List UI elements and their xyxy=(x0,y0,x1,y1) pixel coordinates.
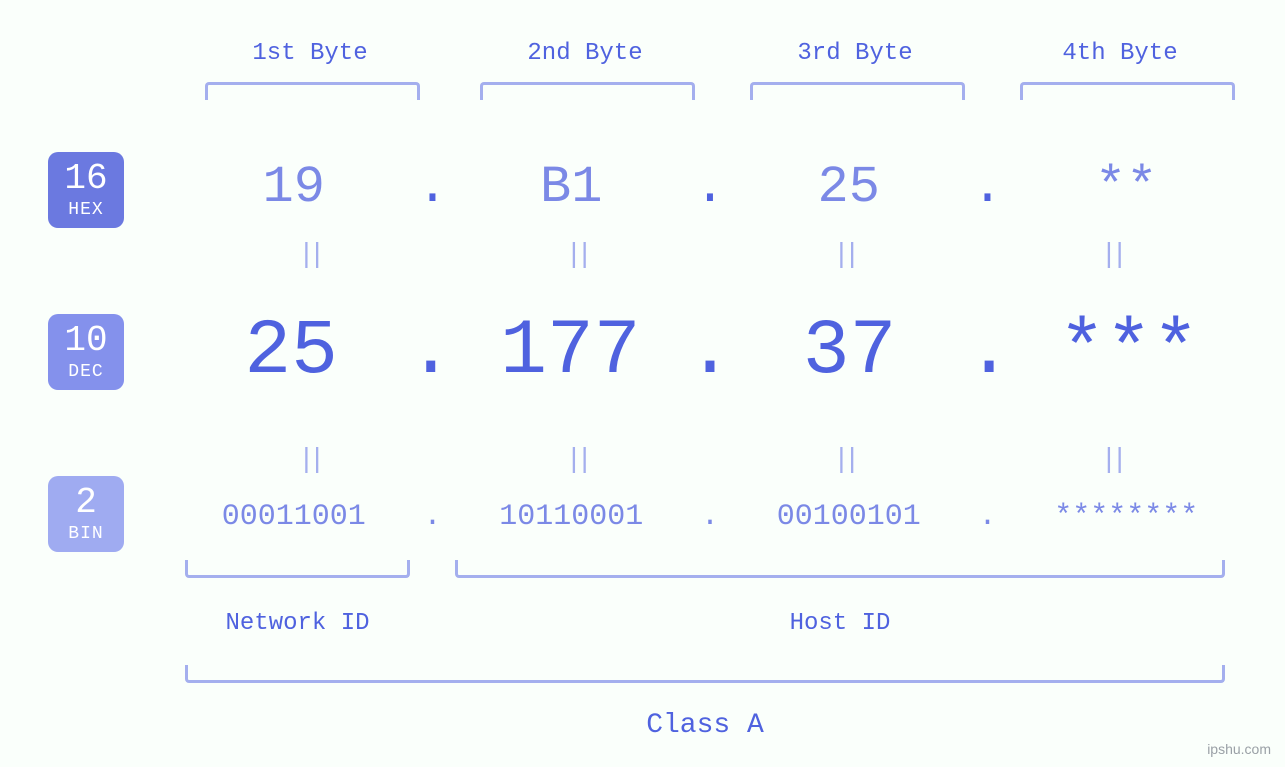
bin-byte-4: ******** xyxy=(1008,500,1246,534)
hex-byte-4: ** xyxy=(1008,158,1246,217)
equals-icon: || xyxy=(443,240,711,271)
network-id-label: Network ID xyxy=(185,610,410,637)
equals-icon: || xyxy=(175,445,443,476)
equals-dec-bin: || || || || xyxy=(175,445,1245,476)
bin-dot-2: . xyxy=(690,500,730,534)
bin-dot-1: . xyxy=(413,500,453,534)
hex-byte-1: 19 xyxy=(175,158,413,217)
dec-byte-3: 37 xyxy=(733,308,965,396)
host-id-label: Host ID xyxy=(455,610,1225,637)
class-bracket xyxy=(185,665,1225,683)
bin-badge-num: 2 xyxy=(75,485,97,521)
bin-badge: 2 BIN xyxy=(48,476,124,552)
bin-row: 00011001 . 10110001 . 00100101 . *******… xyxy=(175,500,1245,534)
hex-badge-lbl: HEX xyxy=(68,201,103,219)
dec-badge-lbl: DEC xyxy=(68,363,103,381)
bin-byte-3: 00100101 xyxy=(730,500,968,534)
bin-byte-2: 10110001 xyxy=(453,500,691,534)
byte-bracket-3 xyxy=(750,82,965,100)
equals-icon: || xyxy=(978,445,1246,476)
dec-dot-3: . xyxy=(966,308,1013,396)
watermark: ipshu.com xyxy=(1207,741,1271,757)
hex-row: 19 . B1 . 25 . ** xyxy=(175,158,1245,217)
byte-header-2: 2nd Byte xyxy=(485,40,685,67)
dec-row: 25 . 177 . 37 . *** xyxy=(175,308,1245,396)
equals-icon: || xyxy=(978,240,1246,271)
bin-dot-3: . xyxy=(968,500,1008,534)
dec-byte-2: 177 xyxy=(454,308,686,396)
hex-byte-3: 25 xyxy=(730,158,968,217)
equals-hex-dec: || || || || xyxy=(175,240,1245,271)
dec-badge: 10 DEC xyxy=(48,314,124,390)
bin-badge-lbl: BIN xyxy=(68,525,103,543)
equals-icon: || xyxy=(175,240,443,271)
hex-badge-num: 16 xyxy=(64,161,107,197)
dec-badge-num: 10 xyxy=(64,323,107,359)
host-id-bracket xyxy=(455,560,1225,578)
network-id-bracket xyxy=(185,560,410,578)
byte-bracket-4 xyxy=(1020,82,1235,100)
ip-byte-diagram: { "background_color": "#fafffb", "font_f… xyxy=(0,0,1285,767)
hex-dot-1: . xyxy=(413,158,453,217)
byte-bracket-2 xyxy=(480,82,695,100)
dec-dot-1: . xyxy=(407,308,454,396)
hex-dot-2: . xyxy=(690,158,730,217)
byte-header-1: 1st Byte xyxy=(210,40,410,67)
hex-byte-2: B1 xyxy=(453,158,691,217)
bin-byte-1: 00011001 xyxy=(175,500,413,534)
hex-badge: 16 HEX xyxy=(48,152,124,228)
dec-byte-1: 25 xyxy=(175,308,407,396)
dec-byte-4: *** xyxy=(1013,308,1245,396)
class-label: Class A xyxy=(185,710,1225,741)
byte-header-3: 3rd Byte xyxy=(755,40,955,67)
equals-icon: || xyxy=(710,445,978,476)
equals-icon: || xyxy=(710,240,978,271)
byte-header-4: 4th Byte xyxy=(1020,40,1220,67)
hex-dot-3: . xyxy=(968,158,1008,217)
byte-bracket-1 xyxy=(205,82,420,100)
dec-dot-2: . xyxy=(687,308,734,396)
equals-icon: || xyxy=(443,445,711,476)
